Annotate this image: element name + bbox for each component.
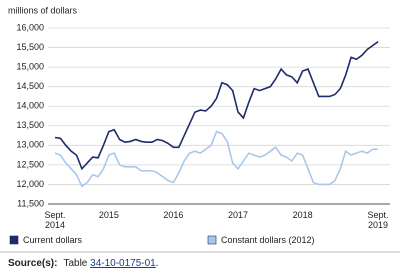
x-tick-label: Sept. 2019 [367, 210, 389, 230]
x-tick-label: 2016 [163, 210, 184, 220]
y-tick-label: 12,500 [16, 159, 44, 169]
y-tick-label: 14,000 [16, 101, 44, 111]
y-tick-label: 12,000 [16, 179, 44, 189]
y-axis-label: millions of dollars [8, 5, 78, 15]
x-tick-label: 2015 [98, 210, 119, 220]
y-tick-label: 15,000 [16, 61, 44, 71]
legend-swatch [9, 235, 19, 245]
y-tick-label: 16,000 [16, 22, 44, 32]
source: Source(s): Table 34-10-0175-01. [8, 258, 159, 269]
source-end: . [155, 258, 159, 269]
y-tick-label: 13,000 [16, 140, 44, 150]
source-link[interactable]: 34-10-0175-01 [90, 258, 156, 269]
y-tick-label: 14,500 [16, 81, 44, 91]
y-tick-label: 11,500 [17, 198, 44, 208]
source-label: Source(s): [8, 258, 58, 269]
source-text: Table [63, 258, 88, 269]
y-tick-label: 13,500 [16, 120, 44, 130]
series-line [54, 41, 379, 171]
y-tick-label: 15,500 [16, 42, 44, 52]
x-tick-label: Sept. 2014 [44, 210, 66, 230]
legend-swatch [207, 235, 217, 245]
series-line [54, 130, 378, 188]
legend-label: Current dollars [23, 235, 83, 245]
x-tick-label: 2018 [292, 210, 313, 220]
x-tick-label: 2017 [228, 210, 249, 220]
legend-label: Constant dollars (2012) [221, 235, 315, 245]
